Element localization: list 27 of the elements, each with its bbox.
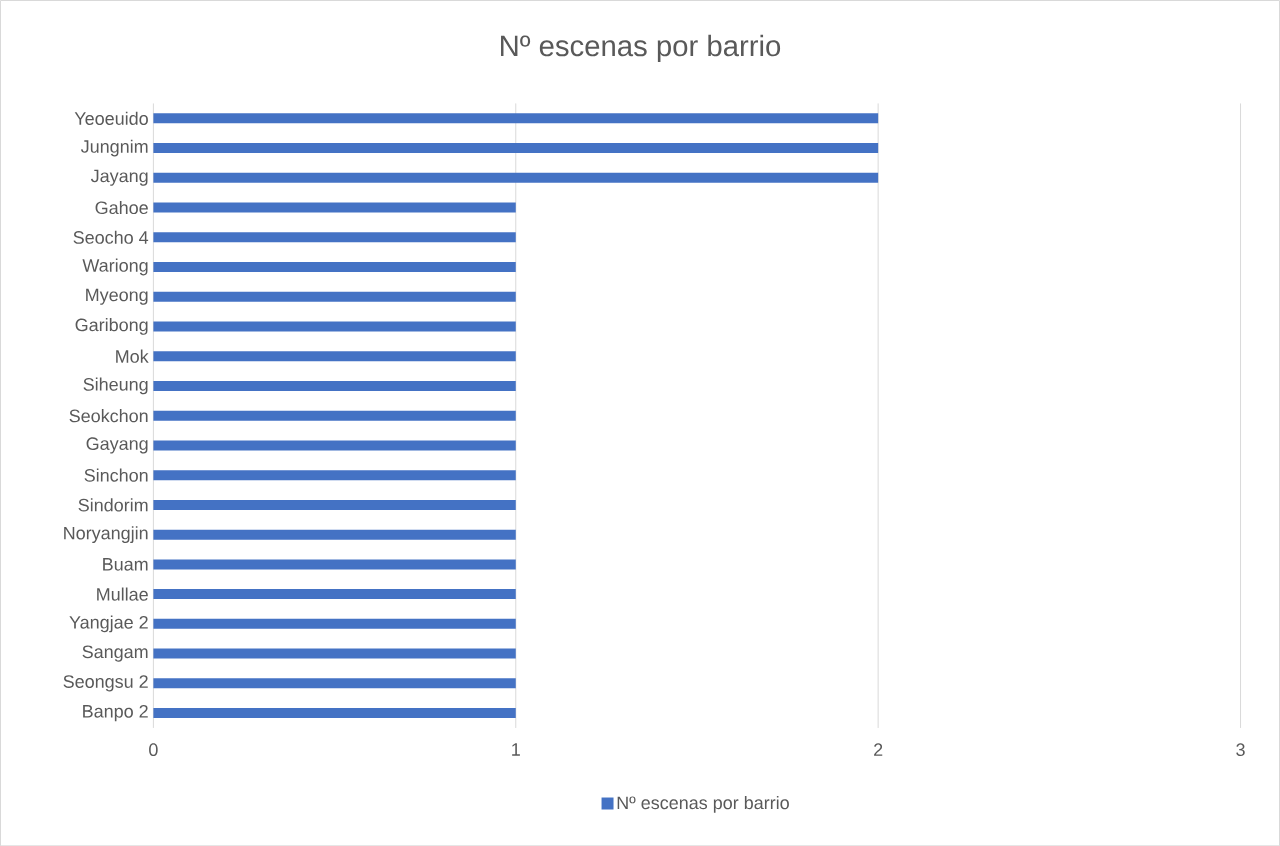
y-tick-label: Buam — [103, 557, 148, 571]
y-tick-label: Seongsu 2 — [63, 675, 148, 692]
y-tick-label: Sindorim — [78, 498, 148, 512]
y-tick-label: Jayang — [90, 169, 148, 186]
x-tick-label: 3 — [1236, 743, 1245, 756]
y-tick-label: Mullae — [97, 587, 148, 601]
y-tick-label: Jungnim — [80, 139, 148, 157]
y-tick-label: Seocho 4 — [73, 230, 149, 244]
y-tick-label: Wariong — [82, 258, 148, 276]
y-tick-label: Seokchon — [69, 408, 148, 423]
y-tick-label: Yangjae 2 — [69, 615, 148, 633]
y-tick-label: Noryangjin — [64, 526, 148, 543]
y-tick-label: Gayang — [86, 437, 148, 454]
y-tick-label: Gahoe — [95, 200, 148, 214]
y-tick-label: Sangam — [82, 645, 148, 662]
y-tick-label: Banpo 2 — [83, 704, 148, 722]
y-tick-label: Myeong — [86, 288, 148, 305]
x-tick-label: 1 — [512, 743, 520, 756]
y-tick-label: Garibong — [75, 317, 148, 335]
y-tick-label: Sinchon — [84, 468, 148, 482]
chart-title: Nº escenas por barrio — [501, 34, 781, 62]
x-tick-label: 2 — [874, 743, 883, 756]
y-tick-label: Mok — [116, 349, 149, 363]
legend-label: Nº escenas por barrio — [617, 795, 789, 813]
y-tick-label: Yeoeuido — [74, 111, 148, 125]
y-tick-label: Siheung — [83, 377, 148, 395]
x-tick-label: 0 — [149, 743, 158, 756]
